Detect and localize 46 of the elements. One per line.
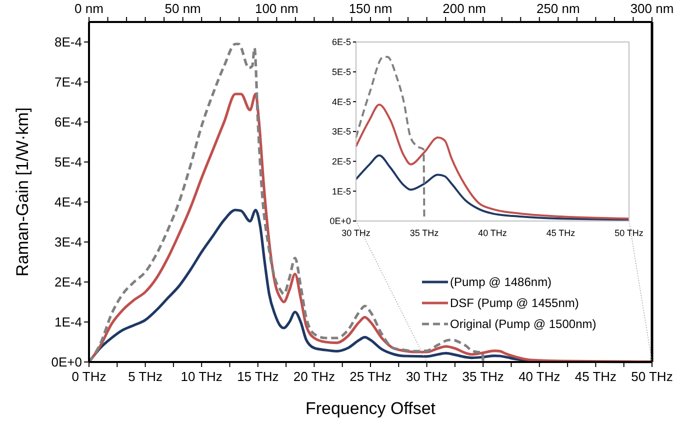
- x-tick-label: 20 THz: [293, 369, 336, 384]
- y-tick-label: 2E-5: [332, 156, 351, 166]
- x-tick-label: 10 THz: [180, 369, 222, 384]
- y-tick-label: 8E-4: [54, 34, 82, 50]
- y-tick-label: 2E-4: [54, 274, 82, 290]
- x2-tick-label: 200 nm: [442, 1, 486, 16]
- x-tick-label: 45 THz: [546, 228, 576, 238]
- y-tick-label: 0E+0: [51, 354, 82, 370]
- x-tick-label: 30 THz: [406, 369, 448, 384]
- y-tick-label: 3E-5: [332, 126, 351, 137]
- y-axis-title: Raman-Gain [1/W·km]: [13, 107, 32, 277]
- y-tick-label: 5E-4: [54, 154, 82, 170]
- line-series: [355, 104, 630, 220]
- x-tick-label: 35 THz: [462, 369, 504, 384]
- x-tick-label: 30 THz: [342, 228, 371, 238]
- x2-tick-label: 150 nm: [348, 1, 392, 16]
- x-axis-title: Frequency Offset: [305, 399, 436, 418]
- y-tick-label: 5E-5: [332, 66, 351, 77]
- x-tick-label: 35 THz: [410, 228, 440, 238]
- x2-tick-label: 50 nm: [164, 1, 201, 16]
- y-tick-label: 7E-4: [54, 74, 82, 90]
- legend-label: Original (Pump @ 1500nm): [450, 317, 596, 332]
- line-series: [355, 154, 630, 221]
- y-tick-label: 3E-4: [54, 234, 82, 250]
- x-tick-label: 50 THz: [631, 369, 673, 384]
- x2-tick-label: 300 nm: [630, 1, 674, 16]
- x-tick-label: 0 THz: [72, 369, 106, 384]
- x-tick-label: 50 THz: [614, 228, 644, 238]
- y-tick-label: 6E-5: [332, 37, 351, 48]
- x2-tick-label: 0 nm: [74, 1, 104, 16]
- x-tick-label: 45 THz: [574, 369, 617, 384]
- y-tick-label: 1E-5: [332, 186, 351, 196]
- y-tick-label: 4E-5: [332, 96, 351, 107]
- x2-tick-label: 250 nm: [536, 1, 580, 16]
- x-tick-label: 40 THz: [518, 369, 560, 384]
- y-tick-label: 6E-4: [54, 114, 82, 130]
- y-tick-label: 4E-4: [54, 194, 82, 210]
- x-tick-label: 15 THz: [237, 369, 279, 384]
- x-tick-label: 40 THz: [478, 228, 508, 238]
- legend-label: (Pump @ 1486nm): [450, 275, 552, 290]
- y-tick-label: 1E-4: [54, 314, 82, 330]
- legend-label: DSF (Pump @ 1455nm): [450, 296, 579, 310]
- x-tick-label: 25 THz: [350, 369, 392, 384]
- y-tick-label: 0E+0: [330, 216, 351, 226]
- x-tick-label: 5 THz: [128, 369, 163, 384]
- x2-tick-label: 100 nm: [254, 1, 298, 16]
